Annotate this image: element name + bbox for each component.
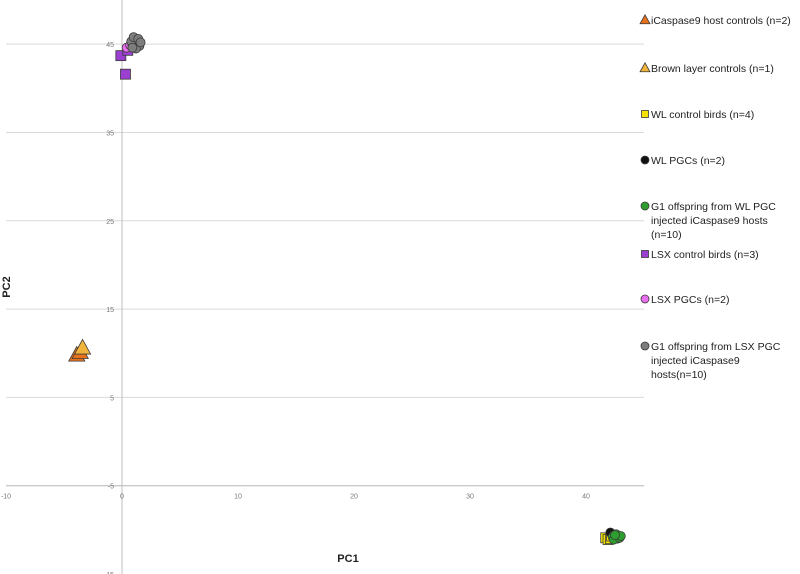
y-axis-title: PC2: [1, 276, 13, 297]
y-tick-label: 25: [106, 219, 114, 226]
x-tick-label: 0: [120, 494, 124, 501]
x-tick-label: 10: [234, 494, 242, 501]
x-axis-title: PC1: [337, 553, 358, 565]
legend-marker: [641, 110, 649, 118]
y-tick-label: 15: [106, 307, 114, 314]
legend-item: WL control birds (n=4): [641, 109, 754, 121]
legend-label: LSX control birds (n=3): [651, 249, 759, 261]
data-point: [610, 530, 620, 541]
legend-label: iCaspase9 host controls (n=2): [651, 15, 791, 27]
y-tick-label: 45: [106, 42, 114, 49]
legend-item: Brown layer controls (n=1): [639, 61, 774, 75]
legend-label: injected iCaspase9 hosts: [651, 215, 768, 227]
legend-marker: [639, 61, 651, 73]
tick-labels: -10 0 10 20 30 40 -15 -5 5 15 25 35 45: [1, 42, 590, 574]
legend-label: (n=10): [651, 229, 682, 241]
legend-item: LSX control birds (n=3): [641, 249, 759, 261]
x-tick-label: -10: [1, 494, 11, 501]
legend-item: G1 offspring from WL PGC injected iCaspas…: [640, 201, 776, 241]
legend-marker: [641, 250, 649, 258]
legend-label: injected iCaspase9: [651, 355, 740, 367]
legend-marker: [640, 201, 650, 211]
data-point: [127, 42, 138, 53]
y-tick-label: -5: [108, 484, 114, 491]
legend-label: WL control birds (n=4): [651, 109, 754, 121]
x-tick-label: 20: [350, 494, 358, 501]
legend-label: Brown layer controls (n=1): [651, 63, 774, 75]
legend-item: WL PGCs (n=2): [640, 155, 725, 167]
data-point: [120, 68, 131, 80]
legend-marker: [640, 155, 650, 165]
legend-marker: [639, 13, 651, 25]
legend-label: G1 offspring from WL PGC: [651, 201, 776, 213]
data-point: [73, 338, 92, 355]
legend-marker: [640, 341, 650, 351]
legend-label: hosts(n=10): [651, 369, 707, 381]
legend-label: G1 offspring from LSX PGC: [651, 341, 781, 353]
y-tick-label: -15: [104, 572, 114, 574]
legend-item: iCaspase9 host controls (n=2): [639, 13, 791, 27]
legend-marker: [640, 294, 650, 304]
legend-item: G1 offspring from LSX PGC injected iCaspa…: [640, 341, 781, 381]
data-point: [135, 37, 146, 48]
data-points: [68, 32, 626, 545]
legend-item: LSX PGCs (n=2): [640, 294, 730, 306]
legend: iCaspase9 host controls (n=2) Brown layer…: [639, 13, 791, 381]
y-tick-label: 35: [106, 130, 114, 137]
x-tick-label: 40: [582, 494, 590, 501]
gridlines: [6, 43, 644, 487]
axes: [6, 0, 644, 574]
legend-label: LSX PGCs (n=2): [651, 294, 730, 306]
y-tick-label: 5: [110, 395, 114, 402]
x-tick-label: 30: [466, 494, 474, 501]
legend-label: WL PGCs (n=2): [651, 155, 725, 167]
